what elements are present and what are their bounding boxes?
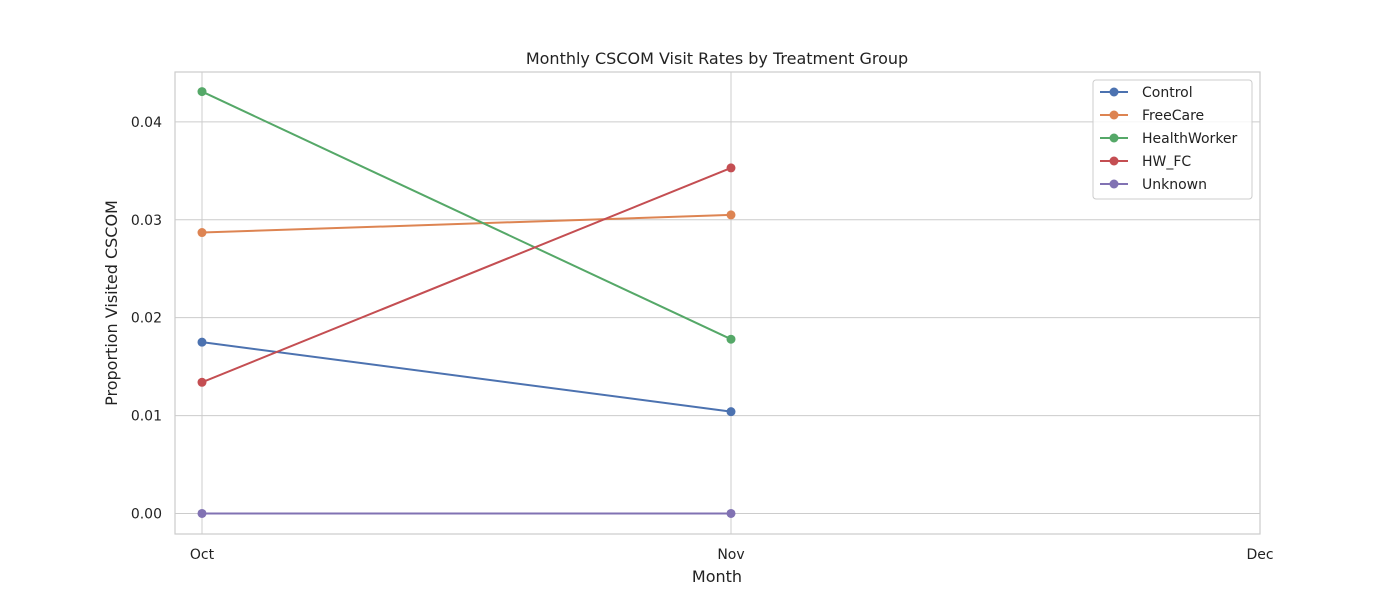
legend-box: [1092, 79, 1253, 200]
legend-marker: [1109, 110, 1119, 120]
legend-marker: [1109, 87, 1119, 97]
legend-item-control: Control: [1100, 85, 1193, 101]
data-point: [197, 377, 207, 387]
data-point: [197, 508, 207, 518]
data-point: [726, 334, 736, 344]
legend-label: HW_FC: [1142, 154, 1191, 170]
data-point: [726, 407, 736, 417]
plot-frame: [174, 71, 1261, 535]
x-tick-label: Oct: [190, 547, 215, 563]
plot-area: [175, 72, 1260, 534]
series-control: [197, 337, 736, 417]
legend-item-freecare: FreeCare: [1100, 108, 1204, 124]
legend: Control FreeCare HealthWorker HW_FC Unknown: [1092, 79, 1253, 200]
legend-marker: [1109, 156, 1119, 166]
data-point: [726, 508, 736, 518]
data-point: [726, 163, 736, 173]
legend-label: FreeCare: [1142, 108, 1204, 124]
legend-marker: [1109, 133, 1119, 143]
legend-item-healthworker: HealthWorker: [1100, 131, 1238, 147]
y-tick-label: 0.03: [131, 213, 162, 229]
series-line: [201, 166, 732, 384]
legend-marker: [1109, 179, 1119, 189]
x-tick-label: Nov: [717, 547, 744, 563]
legend-label: Unknown: [1142, 177, 1207, 193]
data-point: [197, 87, 207, 97]
legend-item-unknown: Unknown: [1100, 177, 1207, 193]
data-point: [197, 228, 207, 238]
x-axis-label: Month: [692, 567, 742, 586]
chart-title: Monthly CSCOM Visit Rates by Treatment G…: [526, 49, 908, 68]
y-tick-labels: 0.00 0.01 0.02 0.03 0.04: [131, 115, 162, 523]
series-unknown: [197, 508, 736, 518]
y-tick-label: 0.04: [131, 115, 162, 131]
y-axis-label: Proportion Visited CSCOM: [102, 200, 121, 406]
y-tick-label: 0.00: [131, 506, 162, 522]
y-tick-label: 0.02: [131, 311, 162, 327]
data-point: [197, 337, 207, 347]
series-line: [201, 341, 732, 413]
x-tick-labels: Oct Nov Dec: [190, 547, 1274, 563]
legend-label: HealthWorker: [1142, 131, 1238, 147]
series-line: [201, 213, 732, 234]
series-lines: [197, 87, 736, 518]
series-healthworker: [197, 87, 736, 344]
data-point: [726, 210, 736, 220]
series-hw-fc: [197, 163, 736, 387]
x-tick-label: Dec: [1246, 547, 1273, 563]
legend-entries: Control FreeCare HealthWorker HW_FC Unknown: [1100, 85, 1238, 193]
series-line: [201, 90, 732, 341]
y-tick-label: 0.01: [131, 409, 162, 425]
series-freecare: [197, 210, 736, 238]
legend-label: Control: [1142, 85, 1193, 101]
legend-item-hw-fc: HW_FC: [1100, 154, 1191, 170]
